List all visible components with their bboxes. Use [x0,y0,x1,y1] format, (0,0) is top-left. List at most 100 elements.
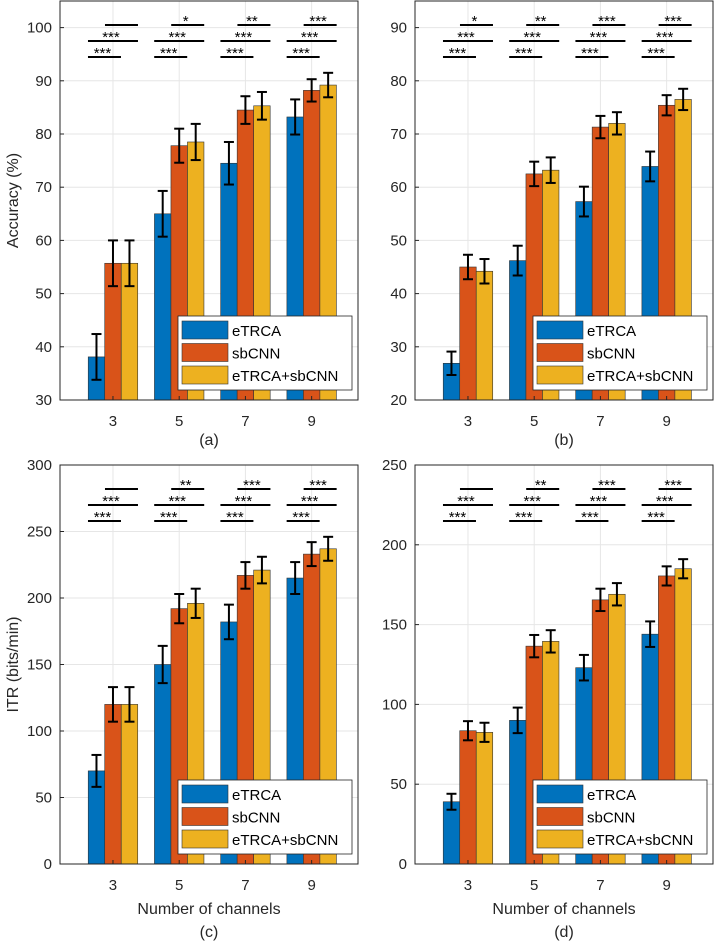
y-tick-label: 90 [390,20,407,37]
significance-label: *** [656,493,674,510]
y-tick-label: 50 [390,776,407,793]
y-tick-label: 40 [390,286,407,303]
x-tick-label: 3 [464,413,472,430]
axes-box [414,0,714,401]
legend-swatch [536,829,584,849]
significance-label: *** [664,13,682,30]
legend-label: sbCNN [587,346,635,363]
significance-label: *** [235,29,253,46]
x-tick-label: 5 [175,877,183,894]
significance-label: *** [160,45,178,62]
significance-label: *** [656,29,674,46]
panel-label: (d) [554,924,574,941]
bar-sbcnn [459,266,477,401]
significance-label: *** [590,29,608,46]
significance-label: *** [449,509,467,526]
x-axis-label: Number of channels [137,901,280,918]
y-tick-label: 20 [390,392,407,409]
y-tick-label: 200 [382,537,407,554]
y-tick-label: 0 [399,856,407,873]
x-tick-label: 7 [596,413,604,430]
legend-swatch [536,343,584,362]
bar-etrca [154,664,172,865]
legend-label: sbCNN [232,810,280,827]
significance-label: *** [457,493,475,510]
panel-label: (b) [554,432,574,449]
y-tick-label: 150 [27,657,52,674]
significance-label: *** [523,493,541,510]
x-tick-label: 7 [241,413,249,430]
significance-label: *** [515,45,533,62]
significance-label: *** [598,13,616,30]
y-tick-label: 100 [27,20,52,37]
significance-label: *** [647,509,665,526]
legend-swatch [181,784,229,804]
significance-label: *** [515,509,533,526]
significance-label: *** [226,45,244,62]
bar-etrca-sbcnn [120,704,139,865]
legend-label: eTRCA+sbCNN [232,368,338,385]
y-tick-label: 0 [44,856,52,873]
legend-swatch [181,365,229,385]
y-tick-label: 300 [27,457,52,474]
y-tick-label: 200 [27,590,52,607]
significance-label: *** [94,509,112,526]
y-tick-label: 40 [35,339,52,356]
x-tick-label: 3 [464,877,472,894]
x-tick-label: 9 [307,413,315,430]
x-tick-label: 3 [109,413,117,430]
significance-label: *** [160,509,178,526]
significance-label: *** [102,29,120,46]
significance-label: *** [301,29,319,46]
significance-label: *** [243,477,261,494]
significance-label: *** [235,493,253,510]
significance-label: *** [292,45,310,62]
y-tick-label: 90 [35,73,52,90]
legend-swatch [536,320,584,340]
y-tick-label: 70 [390,126,407,143]
y-axis-label: ITR (bits/min) [5,617,22,713]
axes-box [414,464,714,865]
y-tick-label: 50 [35,286,52,303]
x-tick-label: 3 [109,877,117,894]
x-tick-label: 5 [530,877,538,894]
y-tick-label: 250 [27,524,52,541]
y-tick-label: 250 [382,457,407,474]
y-tick-label: 100 [382,696,407,713]
significance-label: *** [457,29,475,46]
legend-swatch [181,343,229,362]
axes-box [59,464,359,865]
panel-label: (c) [200,924,219,941]
legend-label: sbCNN [587,810,635,827]
x-tick-label: 7 [241,877,249,894]
legend-swatch [181,829,229,849]
legend: eTRCA sbCNN eTRCA+sbCNN [177,315,353,391]
legend-swatch [536,365,584,385]
significance-label: *** [168,493,186,510]
legend-swatch [536,784,584,804]
significance-label: *** [647,45,665,62]
legend-label: eTRCA [587,323,636,340]
bar-sbcnn [104,704,122,865]
x-tick-label: 9 [662,877,670,894]
bar-etrca [509,720,527,865]
significance-label: ** [535,13,547,30]
legend-label: sbCNN [232,346,280,363]
significance-label: *** [309,477,327,494]
y-tick-label: 60 [390,179,407,196]
significance-label: *** [309,13,327,30]
panel-label: (a) [199,432,219,449]
x-tick-label: 9 [662,413,670,430]
x-tick-label: 5 [175,413,183,430]
y-tick-label: 30 [390,339,407,356]
legend: eTRCA sbCNN eTRCA+sbCNN [532,315,708,391]
significance-label: *** [664,477,682,494]
y-tick-label: 60 [35,232,52,249]
significance-label: *** [581,509,599,526]
bar-etrca-sbcnn [475,270,494,401]
significance-label: ** [535,477,547,494]
y-tick-label: 70 [35,179,52,196]
bar-sbcnn [459,730,477,865]
